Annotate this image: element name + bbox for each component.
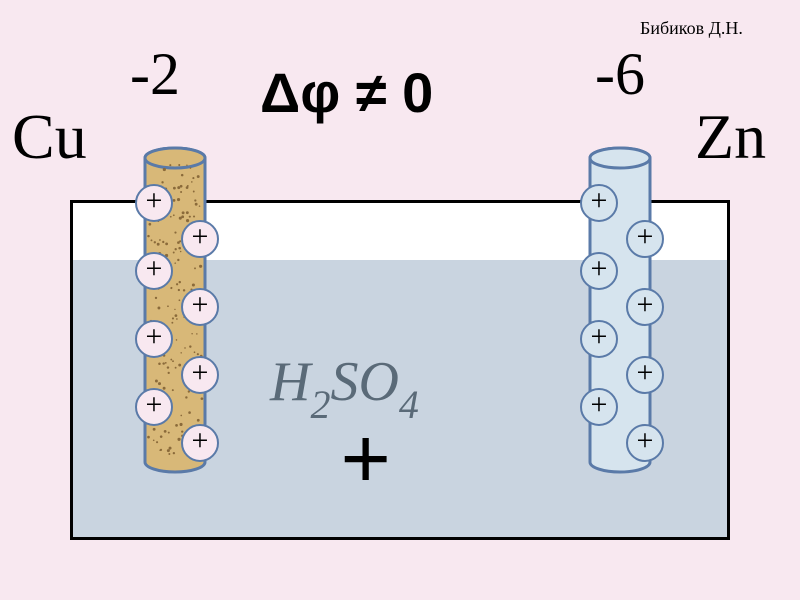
ion-zn-3: + <box>626 288 664 326</box>
attribution-label: Бибиков Д.Н. <box>640 18 743 39</box>
ion-cu-4: + <box>135 320 173 358</box>
electrolyte-formula: H2SO4 <box>270 350 419 414</box>
ion-cu-5: + <box>181 356 219 394</box>
center-plus-icon: + <box>340 415 391 505</box>
equation-label: Δφ ≠ 0 <box>260 60 433 125</box>
ion-cu-6: + <box>135 388 173 426</box>
electrode-symbol-zn: Zn <box>695 100 766 174</box>
diagram-stage: ++++++++++++++++Бибиков Д.Н.Δφ ≠ 0Cu-2Zn… <box>0 0 800 600</box>
ion-cu-1: + <box>181 220 219 258</box>
ion-zn-5: + <box>626 356 664 394</box>
electrode-potential-zn: -6 <box>595 40 645 109</box>
electrode-potential-cu: -2 <box>130 40 180 109</box>
ion-zn-7: + <box>626 424 664 462</box>
ion-zn-2: + <box>580 252 618 290</box>
ion-zn-6: + <box>580 388 618 426</box>
ion-cu-7: + <box>181 424 219 462</box>
ion-zn-0: + <box>580 184 618 222</box>
ion-cu-0: + <box>135 184 173 222</box>
ion-zn-1: + <box>626 220 664 258</box>
ion-cu-3: + <box>181 288 219 326</box>
electrode-symbol-cu: Cu <box>12 100 87 174</box>
ion-cu-2: + <box>135 252 173 290</box>
ion-zn-4: + <box>580 320 618 358</box>
